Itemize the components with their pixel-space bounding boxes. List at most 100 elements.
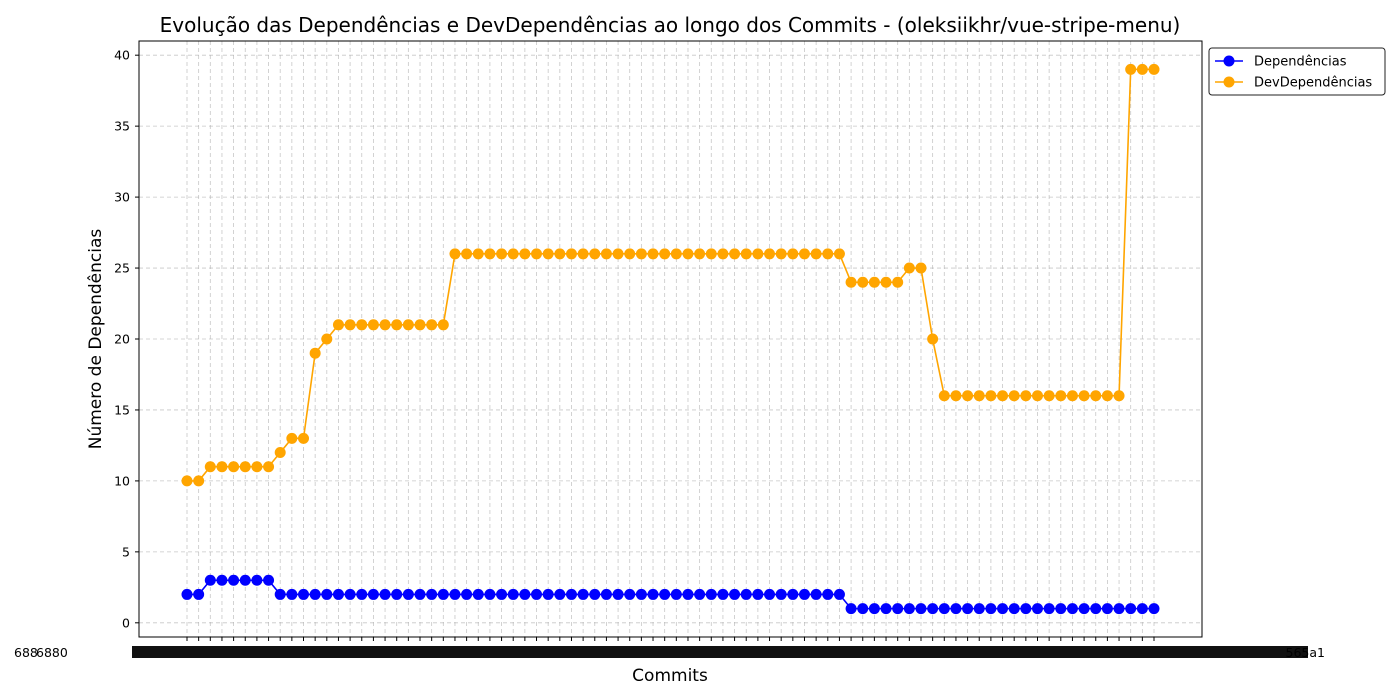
data-point <box>507 248 519 260</box>
data-point <box>496 588 508 600</box>
data-point <box>997 390 1009 402</box>
data-point <box>659 588 671 600</box>
data-point <box>204 461 216 473</box>
data-point <box>554 248 566 260</box>
data-point <box>1031 390 1043 402</box>
data-point <box>670 248 682 260</box>
data-point <box>810 588 822 600</box>
data-point <box>484 588 496 600</box>
data-point <box>764 588 776 600</box>
y-tick-label: 20 <box>114 332 130 347</box>
data-point <box>1008 390 1020 402</box>
data-point <box>565 588 577 600</box>
data-point <box>927 333 939 345</box>
data-point <box>682 248 694 260</box>
data-point <box>1043 390 1055 402</box>
data-point <box>507 588 519 600</box>
data-point <box>950 390 962 402</box>
data-point <box>1031 603 1043 615</box>
data-point <box>694 588 706 600</box>
data-point <box>624 248 636 260</box>
data-point <box>437 588 449 600</box>
data-point <box>309 588 321 600</box>
data-point <box>589 248 601 260</box>
data-point <box>624 588 636 600</box>
data-point <box>216 461 228 473</box>
data-point <box>204 574 216 586</box>
data-point <box>356 588 368 600</box>
data-point <box>239 461 251 473</box>
data-point <box>729 588 741 600</box>
data-point <box>880 603 892 615</box>
data-point <box>729 248 741 260</box>
data-point <box>414 588 426 600</box>
chart-title: Evolução das Dependências e DevDependênc… <box>160 13 1181 37</box>
data-point <box>1078 390 1090 402</box>
data-point <box>228 461 240 473</box>
data-point <box>1101 390 1113 402</box>
data-point <box>903 262 915 274</box>
data-point <box>496 248 508 260</box>
data-point <box>764 248 776 260</box>
data-point <box>1055 390 1067 402</box>
x-axis-label: Commits <box>632 666 708 686</box>
data-point <box>915 262 927 274</box>
data-point <box>962 390 974 402</box>
data-point <box>332 319 344 331</box>
data-point <box>286 588 298 600</box>
y-tick-label: 5 <box>122 544 130 559</box>
data-point <box>181 475 193 487</box>
data-point <box>612 588 624 600</box>
data-point <box>1066 390 1078 402</box>
data-point <box>298 588 310 600</box>
data-point <box>857 276 869 288</box>
series-devdependencias <box>181 63 1160 487</box>
data-point <box>1078 603 1090 615</box>
y-tick-label: 15 <box>114 402 130 417</box>
data-point <box>391 588 403 600</box>
data-point <box>193 588 205 600</box>
data-point <box>705 248 717 260</box>
data-point <box>542 248 554 260</box>
data-point <box>600 588 612 600</box>
x-tick-label: 688 <box>14 645 38 660</box>
data-point <box>531 588 543 600</box>
data-point <box>367 588 379 600</box>
data-point <box>298 432 310 444</box>
data-point <box>519 248 531 260</box>
data-point <box>892 603 904 615</box>
data-point <box>565 248 577 260</box>
legend: Dependências DevDependências <box>1208 47 1386 96</box>
data-point <box>344 319 356 331</box>
series-dependencias <box>181 574 1160 615</box>
data-point <box>903 603 915 615</box>
data-point <box>775 588 787 600</box>
data-point <box>927 603 939 615</box>
legend-label: Dependências <box>1254 55 1347 70</box>
data-point <box>542 588 554 600</box>
y-tick-label: 30 <box>114 190 130 205</box>
data-point <box>577 248 589 260</box>
data-point <box>472 588 484 600</box>
data-point <box>635 248 647 260</box>
data-point <box>1113 390 1125 402</box>
data-point <box>1020 603 1032 615</box>
data-point <box>356 319 368 331</box>
data-point <box>717 588 729 600</box>
data-point <box>938 603 950 615</box>
data-point <box>1090 603 1102 615</box>
data-point <box>845 603 857 615</box>
data-point <box>1066 603 1078 615</box>
data-point <box>962 603 974 615</box>
data-point <box>659 248 671 260</box>
y-tick-label: 35 <box>114 119 130 134</box>
data-point <box>216 574 228 586</box>
data-point <box>391 319 403 331</box>
data-point <box>332 588 344 600</box>
series-layer <box>181 63 1160 615</box>
data-point <box>950 603 962 615</box>
data-point <box>682 588 694 600</box>
x-tick-labels-overlap <box>132 646 1308 658</box>
data-point <box>647 248 659 260</box>
